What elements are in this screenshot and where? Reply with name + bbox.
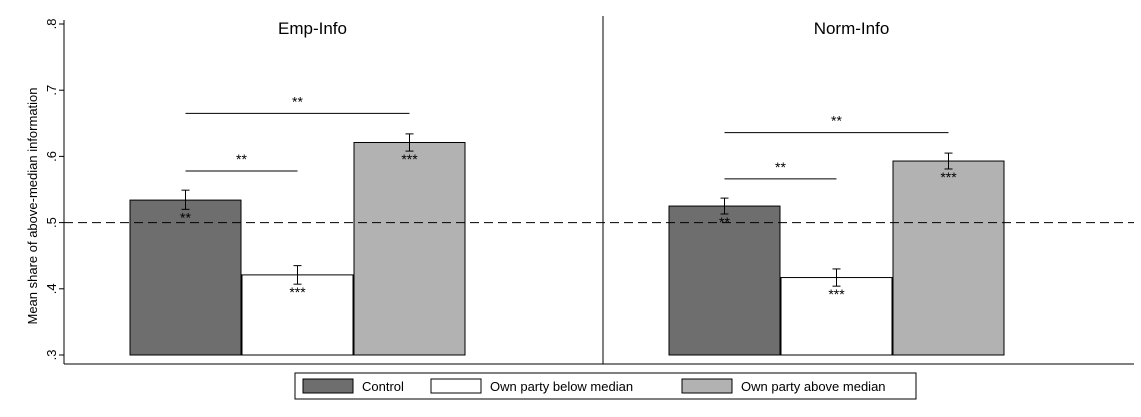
bar xyxy=(353,141,466,356)
legend: Control Own party below median Own party a… xyxy=(294,372,917,400)
legend-swatch xyxy=(681,378,733,394)
significance-label: *** xyxy=(940,169,957,185)
panel-title: Emp-Info xyxy=(278,19,347,38)
panel: Emp-Info************ xyxy=(129,19,466,356)
y-tick-label: .4 xyxy=(44,283,59,294)
comparison-label: ** xyxy=(775,159,786,175)
legend-label: Own party above median xyxy=(741,379,886,394)
bar xyxy=(892,160,1005,356)
y-tick-label: .3 xyxy=(44,350,59,361)
panel: Norm-Info************ xyxy=(668,19,1005,356)
bar xyxy=(668,205,781,356)
legend-label: Own party below median xyxy=(490,379,633,394)
legend-swatch xyxy=(302,378,354,394)
legend-swatch xyxy=(430,378,482,394)
bar xyxy=(129,199,242,356)
panel-title: Norm-Info xyxy=(814,19,890,38)
panels: Emp-Info************Norm-Info***********… xyxy=(64,16,1134,365)
legend-label: Control xyxy=(362,379,404,394)
comparison-label: ** xyxy=(292,93,303,109)
y-tick-label: .7 xyxy=(44,85,59,96)
significance-label: *** xyxy=(289,284,306,300)
comparison-label: ** xyxy=(236,151,247,167)
y-axis: .3 .4 .5 .6 .7 .8 xyxy=(44,19,65,364)
y-tick-label: .6 xyxy=(44,151,59,162)
y-tick-label: .5 xyxy=(44,217,59,228)
legend-box xyxy=(294,372,917,400)
significance-label: *** xyxy=(401,151,418,167)
significance-label: *** xyxy=(828,286,845,302)
significance-label: ** xyxy=(180,209,191,225)
comparison-label: ** xyxy=(831,113,842,129)
bar xyxy=(241,274,354,356)
significance-label: ** xyxy=(719,214,730,230)
y-axis-label: Mean share of above-median information xyxy=(25,87,40,324)
bar xyxy=(780,277,893,356)
y-tick-label: .8 xyxy=(44,19,59,30)
